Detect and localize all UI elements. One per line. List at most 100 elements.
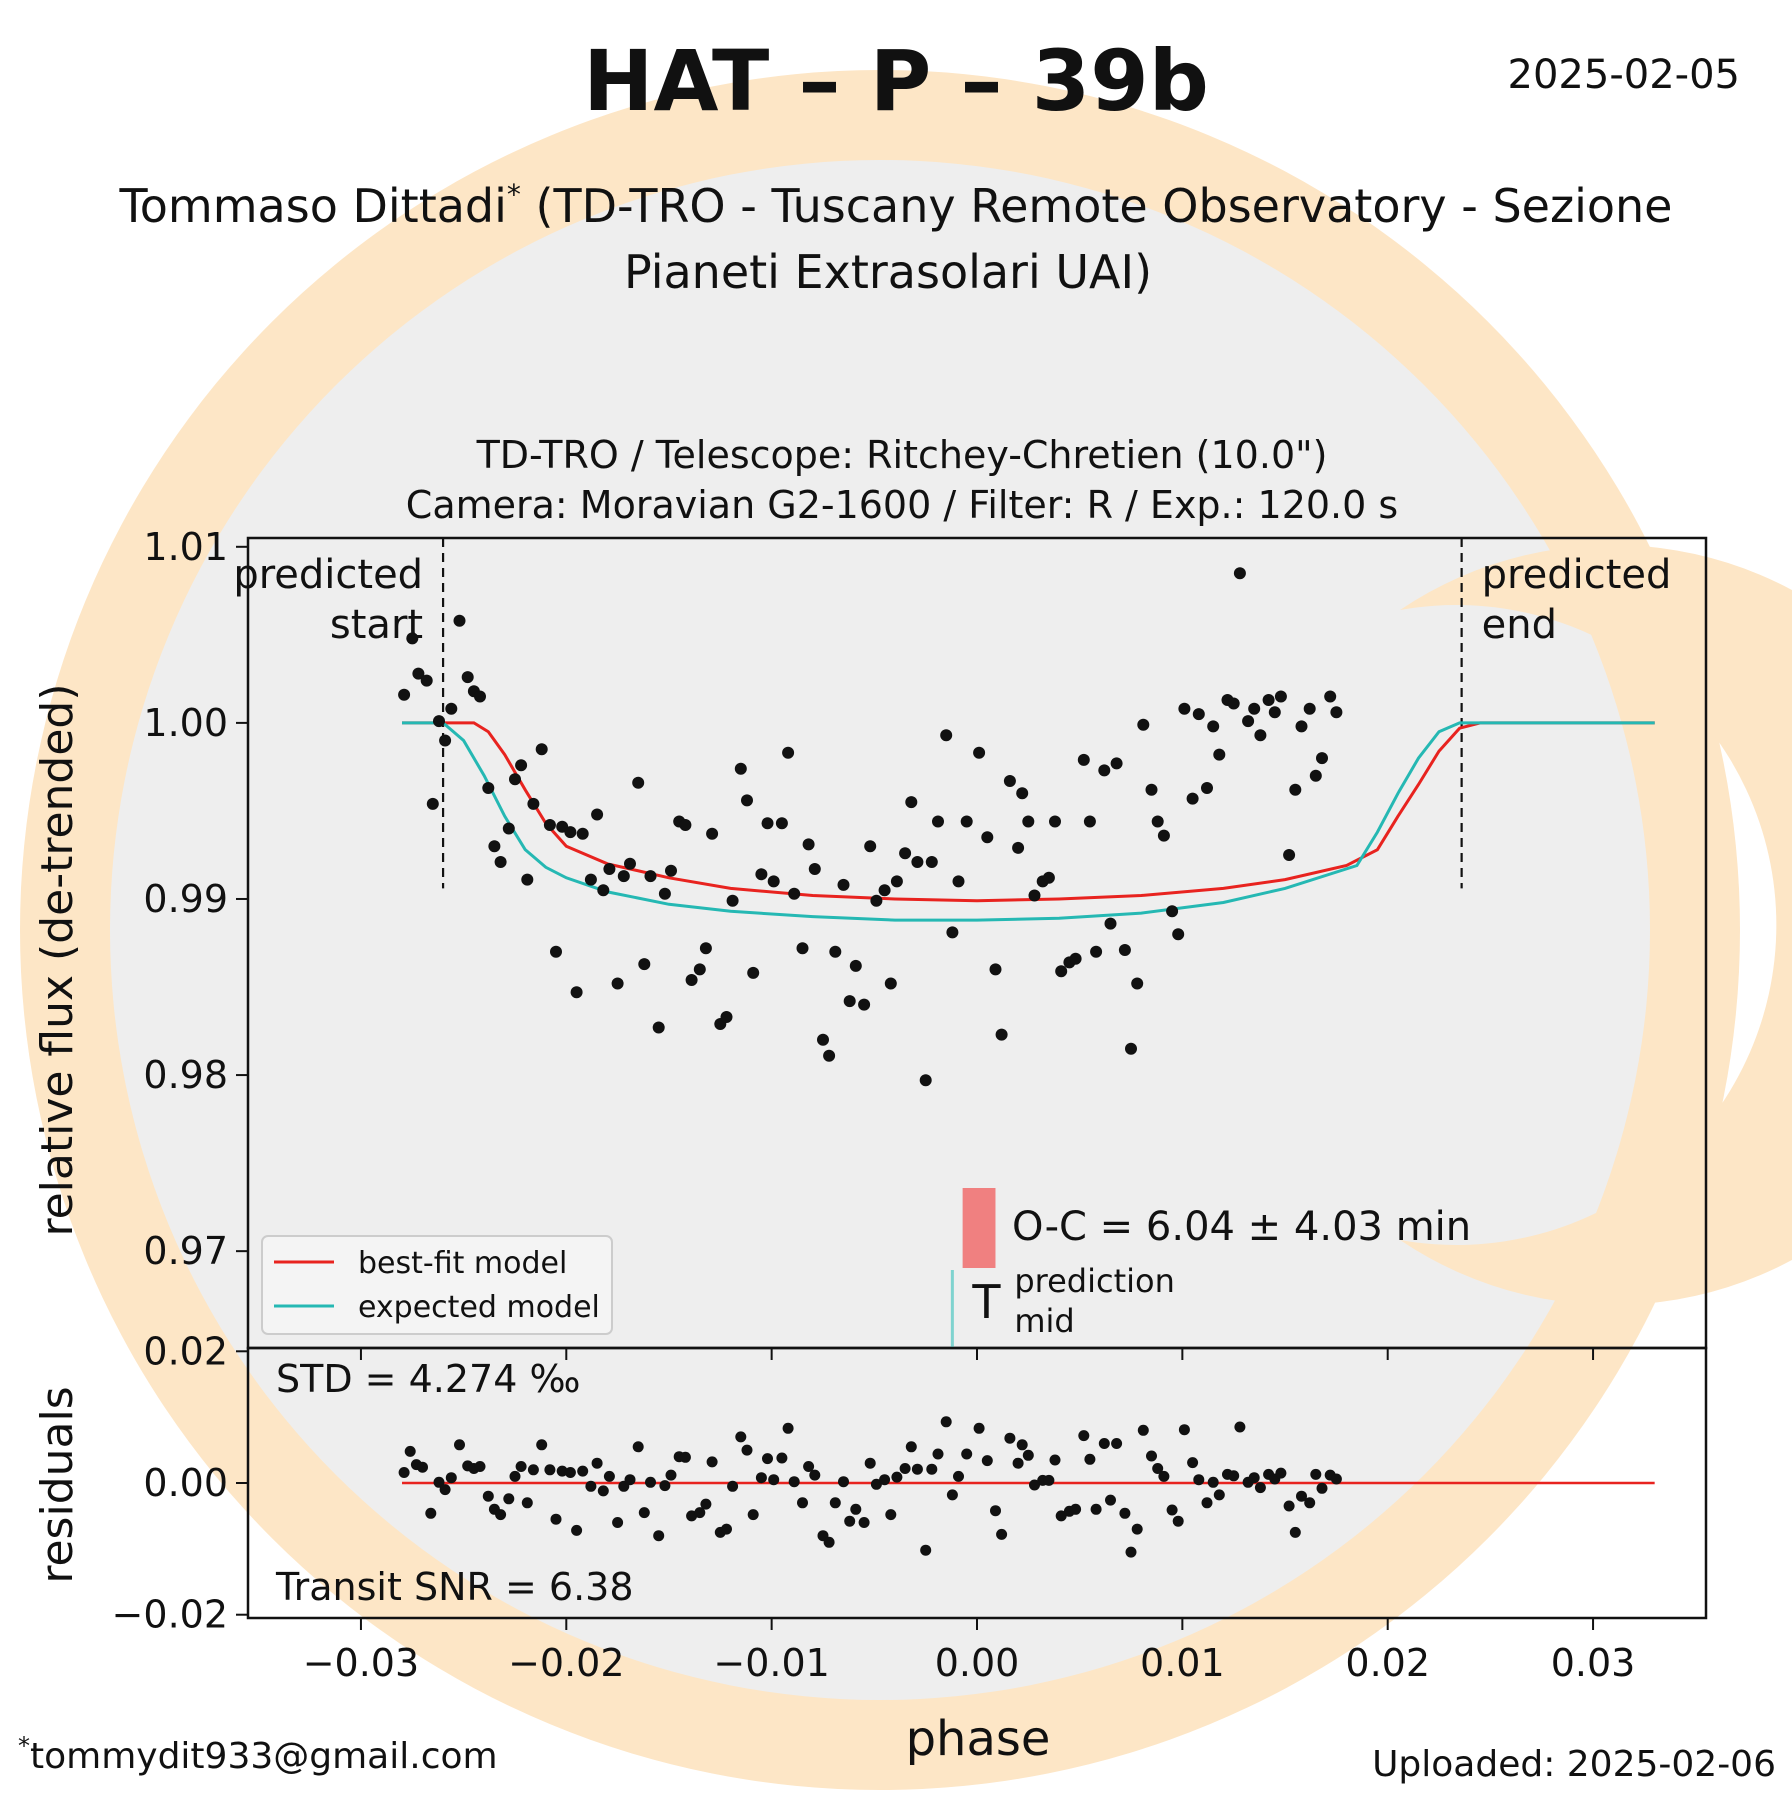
data-point [1262, 694, 1275, 706]
data-point [515, 759, 528, 772]
data-point [1022, 815, 1035, 828]
data-point [1178, 702, 1191, 715]
data-point [398, 688, 411, 701]
x-tick-label: 0.00 [935, 1641, 1020, 1685]
residual-point [920, 1544, 932, 1556]
data-point [911, 856, 924, 868]
residual-point [1098, 1438, 1110, 1449]
oc-text: O-C = 6.04 ± 4.03 min [1012, 1204, 1471, 1250]
data-point [1201, 782, 1213, 794]
data-point [1151, 815, 1164, 828]
oc-bar [962, 1188, 996, 1268]
footer-uploaded: Uploaded: 2025-02-06 [1372, 1744, 1776, 1785]
residual-point [1158, 1470, 1170, 1482]
residual-point [981, 1455, 993, 1467]
residual-point [1022, 1449, 1034, 1461]
data-point [488, 840, 501, 853]
residual-point [953, 1470, 964, 1482]
data-point [679, 819, 692, 831]
data-point [420, 674, 433, 687]
y-tick-label: 0.98 [143, 1053, 228, 1097]
residual-point [940, 1416, 952, 1428]
data-point [890, 875, 903, 888]
data-point [1090, 945, 1103, 958]
expected-model-line [402, 721, 1655, 922]
data-point [1069, 952, 1082, 965]
data-point [1083, 815, 1096, 828]
data-point [870, 894, 883, 907]
residual-point [996, 1528, 1008, 1540]
residual-point [990, 1505, 1001, 1517]
observer-line-2: Pianeti Extrasolari UAI) [624, 245, 1152, 299]
residual-point [591, 1457, 603, 1469]
chart-title-line-1: TD-TRO / Telescope: Ritchey-Chretien (10… [476, 433, 1328, 477]
residual-y-tick-label: 0.00 [143, 1461, 228, 1505]
y-tick-label: 0.99 [143, 877, 228, 921]
data-point [706, 827, 719, 840]
data-point [1166, 905, 1179, 918]
data-point [1098, 764, 1111, 777]
data-point [823, 1049, 836, 1062]
legend-box [261, 1235, 613, 1335]
watermark-right-crescent [1400, 545, 1792, 1305]
data-point [652, 1021, 665, 1034]
data-point [603, 863, 616, 875]
residual-point [425, 1507, 437, 1519]
data-point [591, 808, 604, 821]
data-point [576, 827, 589, 840]
data-point [837, 878, 850, 891]
data-point [1042, 871, 1055, 884]
residual-point [550, 1513, 562, 1525]
observation-date: 2025-02-05 [1508, 52, 1740, 98]
residual-point [1166, 1504, 1178, 1516]
residual-point [1283, 1500, 1295, 1512]
residual-point [1078, 1430, 1090, 1442]
residual-point [926, 1463, 938, 1475]
data-point [720, 1011, 733, 1023]
residual-point [1330, 1473, 1342, 1485]
residual-point [809, 1469, 821, 1481]
residual-point [797, 1497, 808, 1509]
x-tick-label: −0.03 [303, 1641, 419, 1685]
data-point [1003, 775, 1016, 787]
legend-best-fit-label: best-fit model [358, 1246, 567, 1281]
residual-point [527, 1464, 539, 1476]
data-point [849, 959, 862, 972]
residual-point [973, 1422, 985, 1434]
data-point [597, 884, 610, 897]
prediction-mid-marker: T [971, 1275, 1001, 1329]
data-point [878, 884, 891, 897]
data-point [445, 702, 458, 715]
residual-point [1012, 1457, 1024, 1469]
page-title: HAT – P – 39b [583, 32, 1209, 130]
residual-point [398, 1467, 410, 1478]
residual-point [776, 1452, 788, 1464]
residual-point [885, 1509, 897, 1521]
residual-point [1049, 1454, 1061, 1466]
residual-point [932, 1448, 944, 1460]
residual-point [838, 1476, 849, 1488]
residual-point [509, 1470, 521, 1482]
residual-point [417, 1461, 428, 1473]
data-point [1274, 690, 1287, 703]
residual-point [741, 1444, 753, 1456]
residual-point [879, 1474, 891, 1486]
data-point [1268, 706, 1281, 719]
data-point [1295, 720, 1308, 733]
snr-text: Transit SNR = 6.38 [275, 1565, 634, 1609]
y-axis-label: relative flux (de-trended) [32, 683, 83, 1236]
footer-email: *tommydit933@gmail.com [18, 1732, 498, 1777]
data-point [685, 974, 698, 986]
data-point [494, 856, 507, 868]
prediction-mid-label: prediction [1014, 1262, 1175, 1300]
residual-point [1187, 1457, 1199, 1469]
data-point [808, 863, 821, 875]
data-point [1125, 1042, 1137, 1055]
residual-point [1125, 1546, 1137, 1558]
residual-point [653, 1530, 665, 1542]
data-point [1012, 841, 1025, 854]
residual-point [1137, 1424, 1149, 1436]
residual-point [1213, 1489, 1225, 1501]
residual-point [612, 1517, 624, 1528]
residual-point [706, 1456, 718, 1468]
